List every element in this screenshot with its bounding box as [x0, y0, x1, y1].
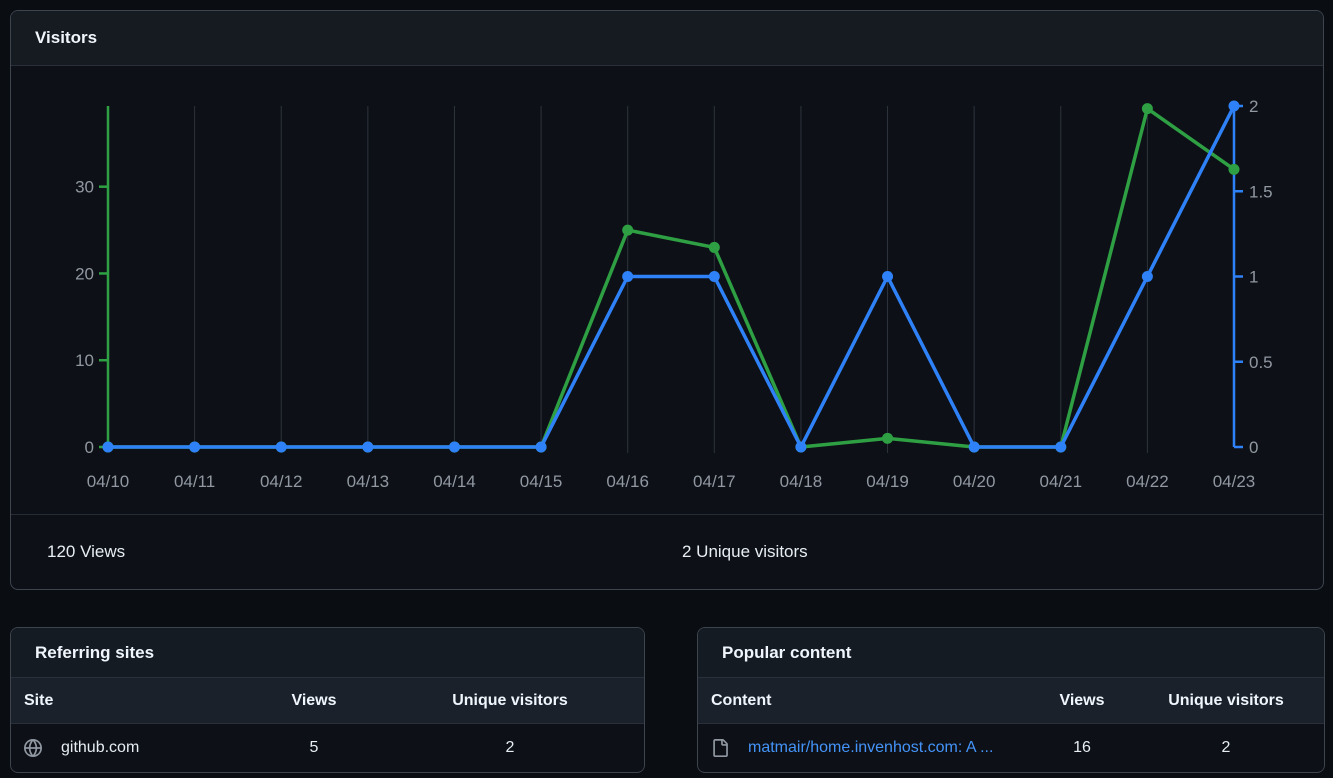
svg-text:04/21: 04/21	[1039, 472, 1082, 491]
svg-text:04/22: 04/22	[1126, 472, 1169, 491]
svg-text:30: 30	[75, 178, 94, 197]
referring-sites-table-header: Site Views Unique visitors	[11, 678, 644, 724]
svg-text:0: 0	[85, 438, 94, 457]
referring-sites-card: Referring sites Site Views Unique visito…	[10, 627, 645, 773]
svg-text:04/13: 04/13	[347, 472, 390, 491]
popular-content-unique-visitors: 2	[1221, 738, 1231, 756]
globe-icon	[24, 738, 42, 757]
views-column-header: Views	[1059, 691, 1105, 709]
popular-content-header: Popular content	[698, 628, 1324, 678]
svg-text:04/18: 04/18	[780, 472, 823, 491]
svg-text:04/19: 04/19	[866, 472, 909, 491]
svg-text:2: 2	[1249, 97, 1258, 116]
referring-sites-title: Referring sites	[35, 642, 155, 662]
visitors-card-header: Visitors	[11, 11, 1323, 66]
svg-text:20: 20	[75, 264, 94, 283]
unique-visitors-column-header: Unique visitors	[452, 691, 568, 709]
visitors-title: Visitors	[35, 28, 98, 47]
svg-text:04/17: 04/17	[693, 472, 736, 491]
visitors-card: Visitors 0 10 20 30 0 0.5 1 1.5 2 04/10 04/11 04/12…	[10, 10, 1324, 590]
svg-text:10: 10	[75, 351, 94, 370]
svg-text:04/15: 04/15	[520, 472, 563, 491]
svg-text:0: 0	[1249, 438, 1258, 457]
svg-text:04/23: 04/23	[1213, 472, 1256, 491]
popular-content-table-header: Content Views Unique visitors	[698, 678, 1324, 724]
svg-text:04/11: 04/11	[174, 472, 215, 491]
svg-text:04/12: 04/12	[260, 472, 303, 491]
content-column-header: Content	[711, 691, 772, 709]
popular-content-table: Content Views Unique visitors matmair/ho…	[698, 678, 1324, 771]
total-views-label: 120 Views	[47, 542, 126, 561]
site-column-header: Site	[24, 691, 54, 709]
file-icon	[711, 738, 729, 757]
svg-text:04/16: 04/16	[606, 472, 649, 491]
svg-text:04/14: 04/14	[433, 472, 476, 491]
svg-text:0.5: 0.5	[1249, 353, 1273, 372]
popular-content-title: Popular content	[722, 642, 852, 662]
referring-sites-table: Site Views Unique visitors github.com 5 …	[11, 678, 644, 771]
total-unique-visitors-label: 2 Unique visitors	[682, 542, 808, 561]
svg-text:04/20: 04/20	[953, 472, 996, 491]
referring-site-unique-visitors: 2	[505, 738, 515, 756]
svg-text:1: 1	[1249, 268, 1258, 287]
views-column-header: Views	[291, 691, 337, 709]
popular-content-link[interactable]: matmair/home.invenhost.com: A ...	[748, 738, 994, 756]
visitors-chart[interactable]: 0 10 20 30 0 0.5 1 1.5 2 04/10 04/11 04/12 04/13 04/1…	[11, 66, 1323, 514]
referring-site-views: 5	[309, 738, 319, 756]
svg-text:04/10: 04/10	[87, 472, 130, 491]
referring-sites-header: Referring sites	[11, 628, 644, 678]
unique-visitors-column-header: Unique visitors	[1168, 691, 1284, 709]
visitors-summary: 120 Views 2 Unique visitors	[11, 514, 1323, 589]
table-row: matmair/home.invenhost.com: A ... 16 2	[698, 724, 1324, 771]
popular-content-views: 16	[1073, 738, 1091, 756]
popular-content-card: Popular content Content Views Unique vis…	[697, 627, 1325, 773]
svg-text:1.5: 1.5	[1249, 182, 1273, 201]
table-row: github.com 5 2	[11, 724, 644, 771]
referring-site-name: github.com	[61, 738, 140, 756]
